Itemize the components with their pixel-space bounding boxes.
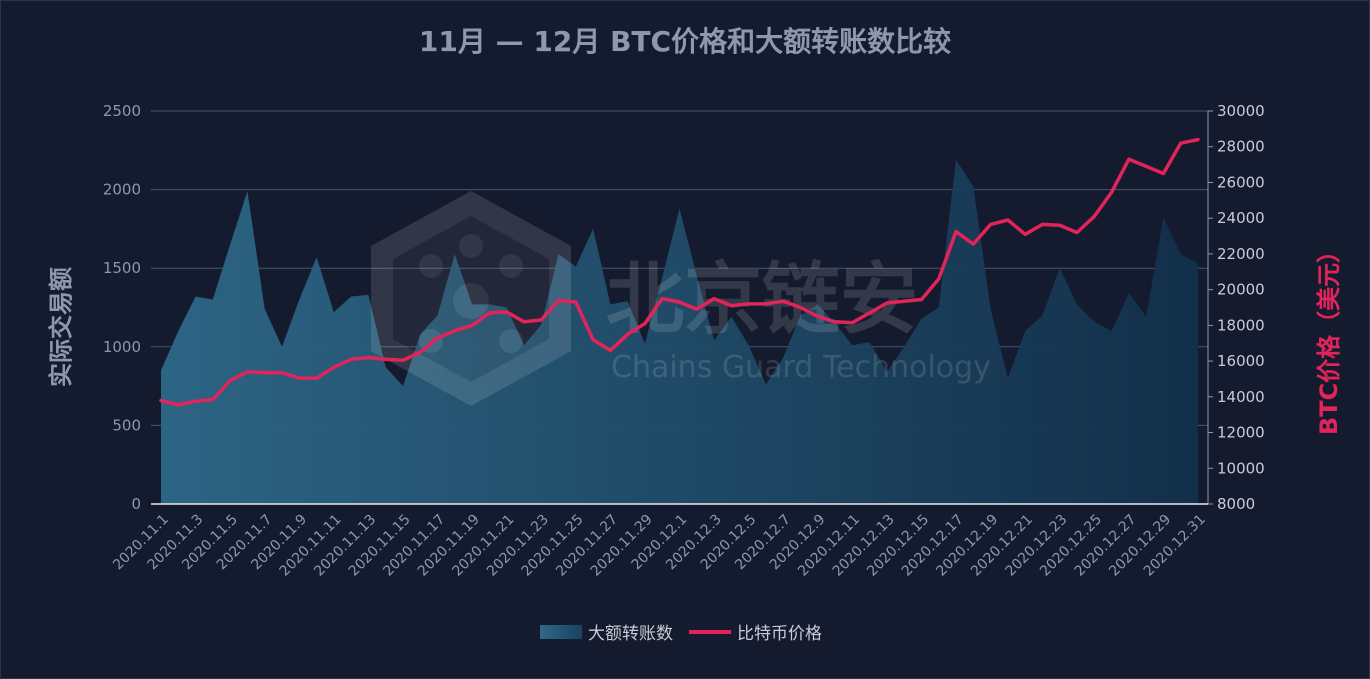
y-tick-right-label: 12000 bbox=[1217, 424, 1265, 442]
line-series-btc-price[interactable] bbox=[159, 137, 1200, 407]
watermark-text: 北京链安 bbox=[606, 255, 918, 345]
y-tick-right-label: 22000 bbox=[1217, 245, 1265, 263]
y-tick-left-label: 1000 bbox=[103, 338, 141, 356]
legend-label-area[interactable]: 大额转账数 bbox=[588, 624, 673, 644]
line-series-layer bbox=[159, 137, 1200, 407]
legend-label-line[interactable]: 比特币价格 bbox=[737, 624, 822, 644]
legend: 大额转账数 比特币价格 bbox=[540, 624, 822, 644]
y-tick-left-label: 2000 bbox=[103, 181, 141, 199]
y-tick-right-label: 14000 bbox=[1217, 388, 1265, 406]
y-tick-left-label: 2500 bbox=[103, 102, 141, 120]
y-tick-left-label: 500 bbox=[112, 416, 141, 434]
area-series-layer bbox=[161, 159, 1198, 504]
y-tick-right-label: 24000 bbox=[1217, 209, 1265, 227]
area-series-large-transfers[interactable] bbox=[161, 159, 1198, 504]
y-tick-right-label: 18000 bbox=[1217, 316, 1265, 334]
chart-title: 11月 — 12月 BTC价格和大额转账数比较 bbox=[419, 25, 951, 58]
y-tick-right-label: 10000 bbox=[1217, 459, 1265, 477]
y-tick-right-label: 8000 bbox=[1217, 495, 1255, 513]
y-tick-right-label: 20000 bbox=[1217, 281, 1265, 299]
y-tick-right-label: 28000 bbox=[1217, 138, 1265, 156]
y-tick-right-label: 30000 bbox=[1217, 102, 1265, 120]
y-axis-right-label: BTC价格（美元） bbox=[1315, 239, 1343, 435]
y-tick-right-label: 26000 bbox=[1217, 173, 1265, 191]
watermark-subtext: Chains Guard Technology bbox=[611, 350, 991, 385]
y-tick-left-label: 0 bbox=[131, 495, 141, 513]
legend-swatch-area bbox=[540, 625, 582, 639]
watermark: 北京链安 Chains Guard Technology bbox=[371, 191, 991, 406]
y-tick-left-label: 1500 bbox=[103, 259, 141, 277]
y-axis-left-label: 实际交易额 bbox=[47, 267, 75, 387]
y-tick-right-label: 16000 bbox=[1217, 352, 1265, 370]
